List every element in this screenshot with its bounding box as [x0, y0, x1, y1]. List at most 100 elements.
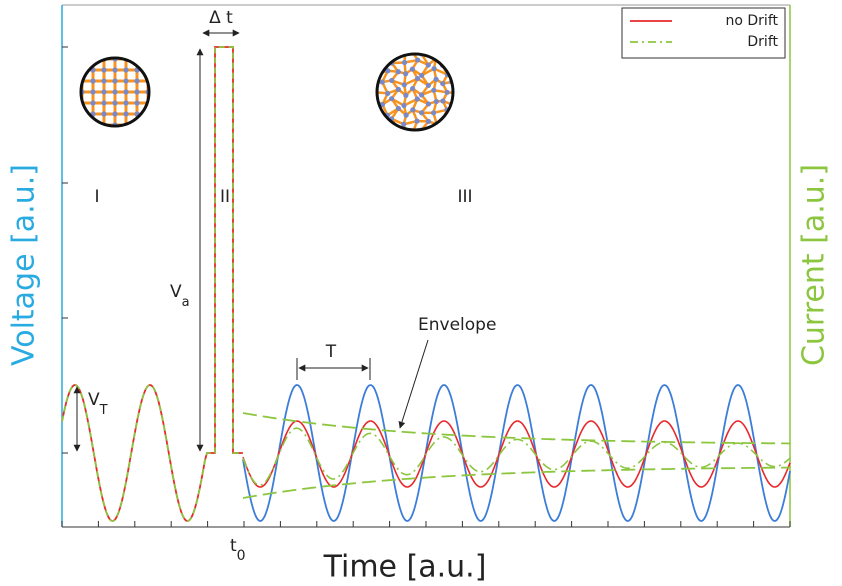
ticks	[61, 46, 791, 527]
lattice-node	[379, 79, 385, 85]
va-sub: a	[182, 295, 190, 310]
legend-items: no Drift Drift	[630, 13, 778, 50]
vt-base: V	[88, 390, 100, 410]
lattice-line	[381, 124, 389, 130]
lattice-node	[414, 118, 420, 124]
lattice-node	[145, 67, 149, 73]
lattice-node	[414, 75, 421, 82]
lattice-node	[431, 66, 437, 72]
va-base: V	[170, 282, 182, 302]
legend-label: no Drift	[726, 13, 779, 29]
lattice-node	[385, 133, 390, 138]
lattice-node	[444, 89, 450, 95]
lattice-node	[444, 54, 451, 59]
lattice-line	[377, 127, 388, 130]
current-drift	[242, 427, 791, 487]
lattice-node	[418, 110, 425, 116]
lattice-node	[410, 107, 416, 113]
lattice-node	[81, 58, 85, 62]
lattice-line	[442, 118, 448, 129]
lattice-node	[90, 100, 96, 106]
lattice-node	[456, 133, 461, 138]
lattice-node	[385, 68, 391, 74]
lattice-node	[419, 72, 425, 79]
inset-border	[375, 52, 455, 132]
lattice-line	[450, 58, 453, 72]
lattice-node	[123, 100, 129, 106]
lattice-line	[441, 54, 449, 66]
lattice-node	[123, 89, 129, 95]
envelope-upper	[242, 412, 790, 445]
lattice-node	[380, 122, 386, 129]
legend-box	[621, 7, 786, 59]
lattice-node	[440, 98, 446, 104]
lattice-node	[395, 69, 401, 75]
lattice-node	[101, 67, 107, 73]
lattice-line	[381, 54, 390, 61]
lattice-node	[134, 78, 140, 84]
y2-axis-label: Current [a.u.]	[797, 164, 832, 366]
lattice-node	[403, 92, 409, 98]
insets	[79, 46, 461, 138]
lattice-node	[101, 78, 107, 84]
lattice-line	[377, 118, 378, 129]
lattice-node	[403, 49, 408, 54]
lattice-node	[145, 111, 149, 117]
lattice-line	[406, 132, 413, 133]
t0-sub: 0	[237, 548, 246, 564]
lattice-node	[101, 89, 107, 95]
envelope-lower	[242, 466, 790, 499]
lattice-node	[123, 78, 129, 84]
lattice-node	[377, 116, 379, 122]
lattice-node	[431, 87, 437, 93]
lattice-node	[81, 111, 85, 117]
region-label: I	[94, 187, 99, 207]
lattice-node	[145, 58, 149, 62]
lattice-node	[123, 111, 129, 117]
lattice-node	[112, 67, 118, 73]
lattice-node	[432, 46, 437, 51]
lattice-node	[418, 92, 425, 98]
lattice-node	[134, 58, 140, 62]
lattice-line	[442, 117, 453, 127]
lattice-node	[372, 107, 377, 112]
t0-base: t	[230, 536, 237, 556]
ordered-lattice	[81, 58, 149, 126]
lattice-node	[409, 66, 415, 72]
lattice-node	[389, 77, 395, 84]
lattice-node	[403, 112, 409, 118]
lattice-node	[377, 54, 378, 59]
lattice-node	[403, 71, 409, 77]
lattice-line	[377, 117, 384, 127]
lattice-line	[450, 103, 453, 116]
lattice-node	[430, 110, 437, 116]
lattice-line	[377, 58, 383, 67]
lattice-node	[414, 96, 420, 102]
lattice-node	[433, 76, 439, 82]
lattice-node	[123, 67, 129, 73]
lattice-node	[101, 100, 107, 106]
lattice-node	[377, 62, 378, 68]
lattice-line	[374, 101, 376, 110]
lattice-line	[374, 83, 375, 92]
lattice-node	[425, 101, 432, 107]
legend-label: Drift	[747, 34, 778, 50]
lattice-line	[386, 128, 400, 130]
disordered-lattice	[372, 46, 461, 138]
lattice-line	[450, 124, 453, 130]
lattice-line	[446, 127, 453, 130]
lattice-line	[432, 127, 448, 130]
lattice-node	[409, 85, 416, 92]
lattice-line	[421, 54, 435, 56]
lattice-node	[112, 89, 118, 95]
lattice-node	[440, 80, 446, 87]
lattice-node	[90, 122, 96, 126]
lattice-line	[375, 75, 376, 84]
lattice-node	[448, 122, 453, 129]
lattice-node	[145, 122, 149, 126]
lattice-line	[377, 109, 378, 120]
lattice-line	[433, 54, 438, 59]
lattice-line	[387, 54, 399, 56]
lattice-node	[456, 68, 461, 73]
